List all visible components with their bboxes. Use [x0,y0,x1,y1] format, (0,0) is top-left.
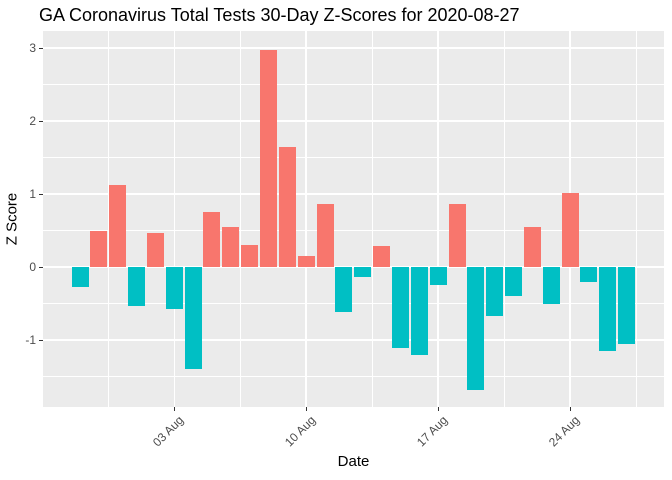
gridline-major-v [173,31,175,407]
gridline-major-h [43,266,664,268]
x-tick-mark [438,407,440,411]
gridline-minor-h [43,157,664,158]
bar-2020-08-14 [373,245,391,267]
gridline-minor-h [43,303,664,304]
y-tick-label: 0 [29,260,36,274]
bar-2020-08-15 [391,267,409,349]
bar-2020-08-07 [241,245,259,267]
gridline-minor-h [43,230,664,231]
bar-2020-08-18 [448,204,466,267]
gridline-major-h [43,47,664,49]
gridline-minor-v [635,31,637,407]
x-tick-label: 24 Aug [545,413,582,450]
y-tick-label: 3 [29,41,36,55]
bar-2020-08-19 [467,267,485,390]
gridline-major-v [437,31,439,407]
y-tick-mark [39,121,43,122]
y-tick-label: 2 [29,114,36,128]
bar-2020-08-25 [580,267,598,282]
bar-2020-08-22 [523,226,541,267]
y-tick-label: -1 [25,333,36,347]
x-tick-label: 17 Aug [413,413,451,450]
x-axis-title: Date [337,453,370,470]
x-tick-mark [570,407,572,411]
bar-2020-08-23 [542,267,560,304]
bar-2020-08-13 [354,267,372,278]
bar-2020-08-12 [335,267,353,312]
bar-2020-08-26 [599,267,617,351]
bar-2020-08-24 [561,192,579,267]
gridline-major-h [43,193,664,195]
bar-2020-08-03 [165,267,183,309]
bar-2020-07-31 [109,184,127,267]
gridline-minor-v [371,31,373,407]
bar-2020-08-05 [203,212,221,267]
y-tick-mark [39,194,43,195]
bar-2020-07-30 [90,231,108,267]
gridline-major-v [305,31,307,407]
bar-2020-08-04 [184,267,202,370]
bar-2020-08-01 [128,267,146,306]
gridline-minor-h [43,376,664,377]
gridline-minor-v [107,31,109,407]
bar-2020-08-21 [505,267,523,297]
bar-2020-08-08 [260,50,277,267]
bar-2020-08-09 [278,147,296,267]
bar-2020-08-17 [429,267,447,286]
chart-title: GA Coronavirus Total Tests 30-Day Z-Scor… [39,5,520,25]
y-tick-label: 1 [29,187,36,201]
bar-2020-08-11 [316,204,334,267]
y-tick-mark [39,48,43,49]
x-tick-mark [306,407,308,411]
bar-2020-08-27 [618,267,636,344]
plot-panel [43,31,664,407]
bar-2020-08-16 [410,267,428,356]
x-tick-mark [174,407,176,411]
bar-2020-08-02 [146,232,164,267]
gridline-minor-h [43,84,664,85]
x-tick-label: 03 Aug [149,413,187,450]
bar-2020-08-06 [222,226,240,267]
y-tick-mark [39,267,43,268]
gridline-minor-v [503,31,505,407]
y-axis-title: Z Score [3,192,21,246]
x-tick-label: 10 Aug [281,413,319,450]
gridline-major-h [43,339,664,341]
gridline-major-h [43,120,664,122]
y-tick-mark [39,340,43,341]
bar-2020-08-20 [486,267,504,316]
gridline-minor-v [239,31,241,407]
bar-2020-08-10 [297,256,315,267]
bar-2020-07-29 [71,267,89,287]
